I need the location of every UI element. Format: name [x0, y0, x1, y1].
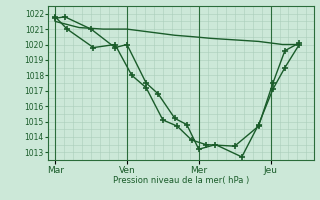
- X-axis label: Pression niveau de la mer( hPa ): Pression niveau de la mer( hPa ): [113, 176, 249, 185]
